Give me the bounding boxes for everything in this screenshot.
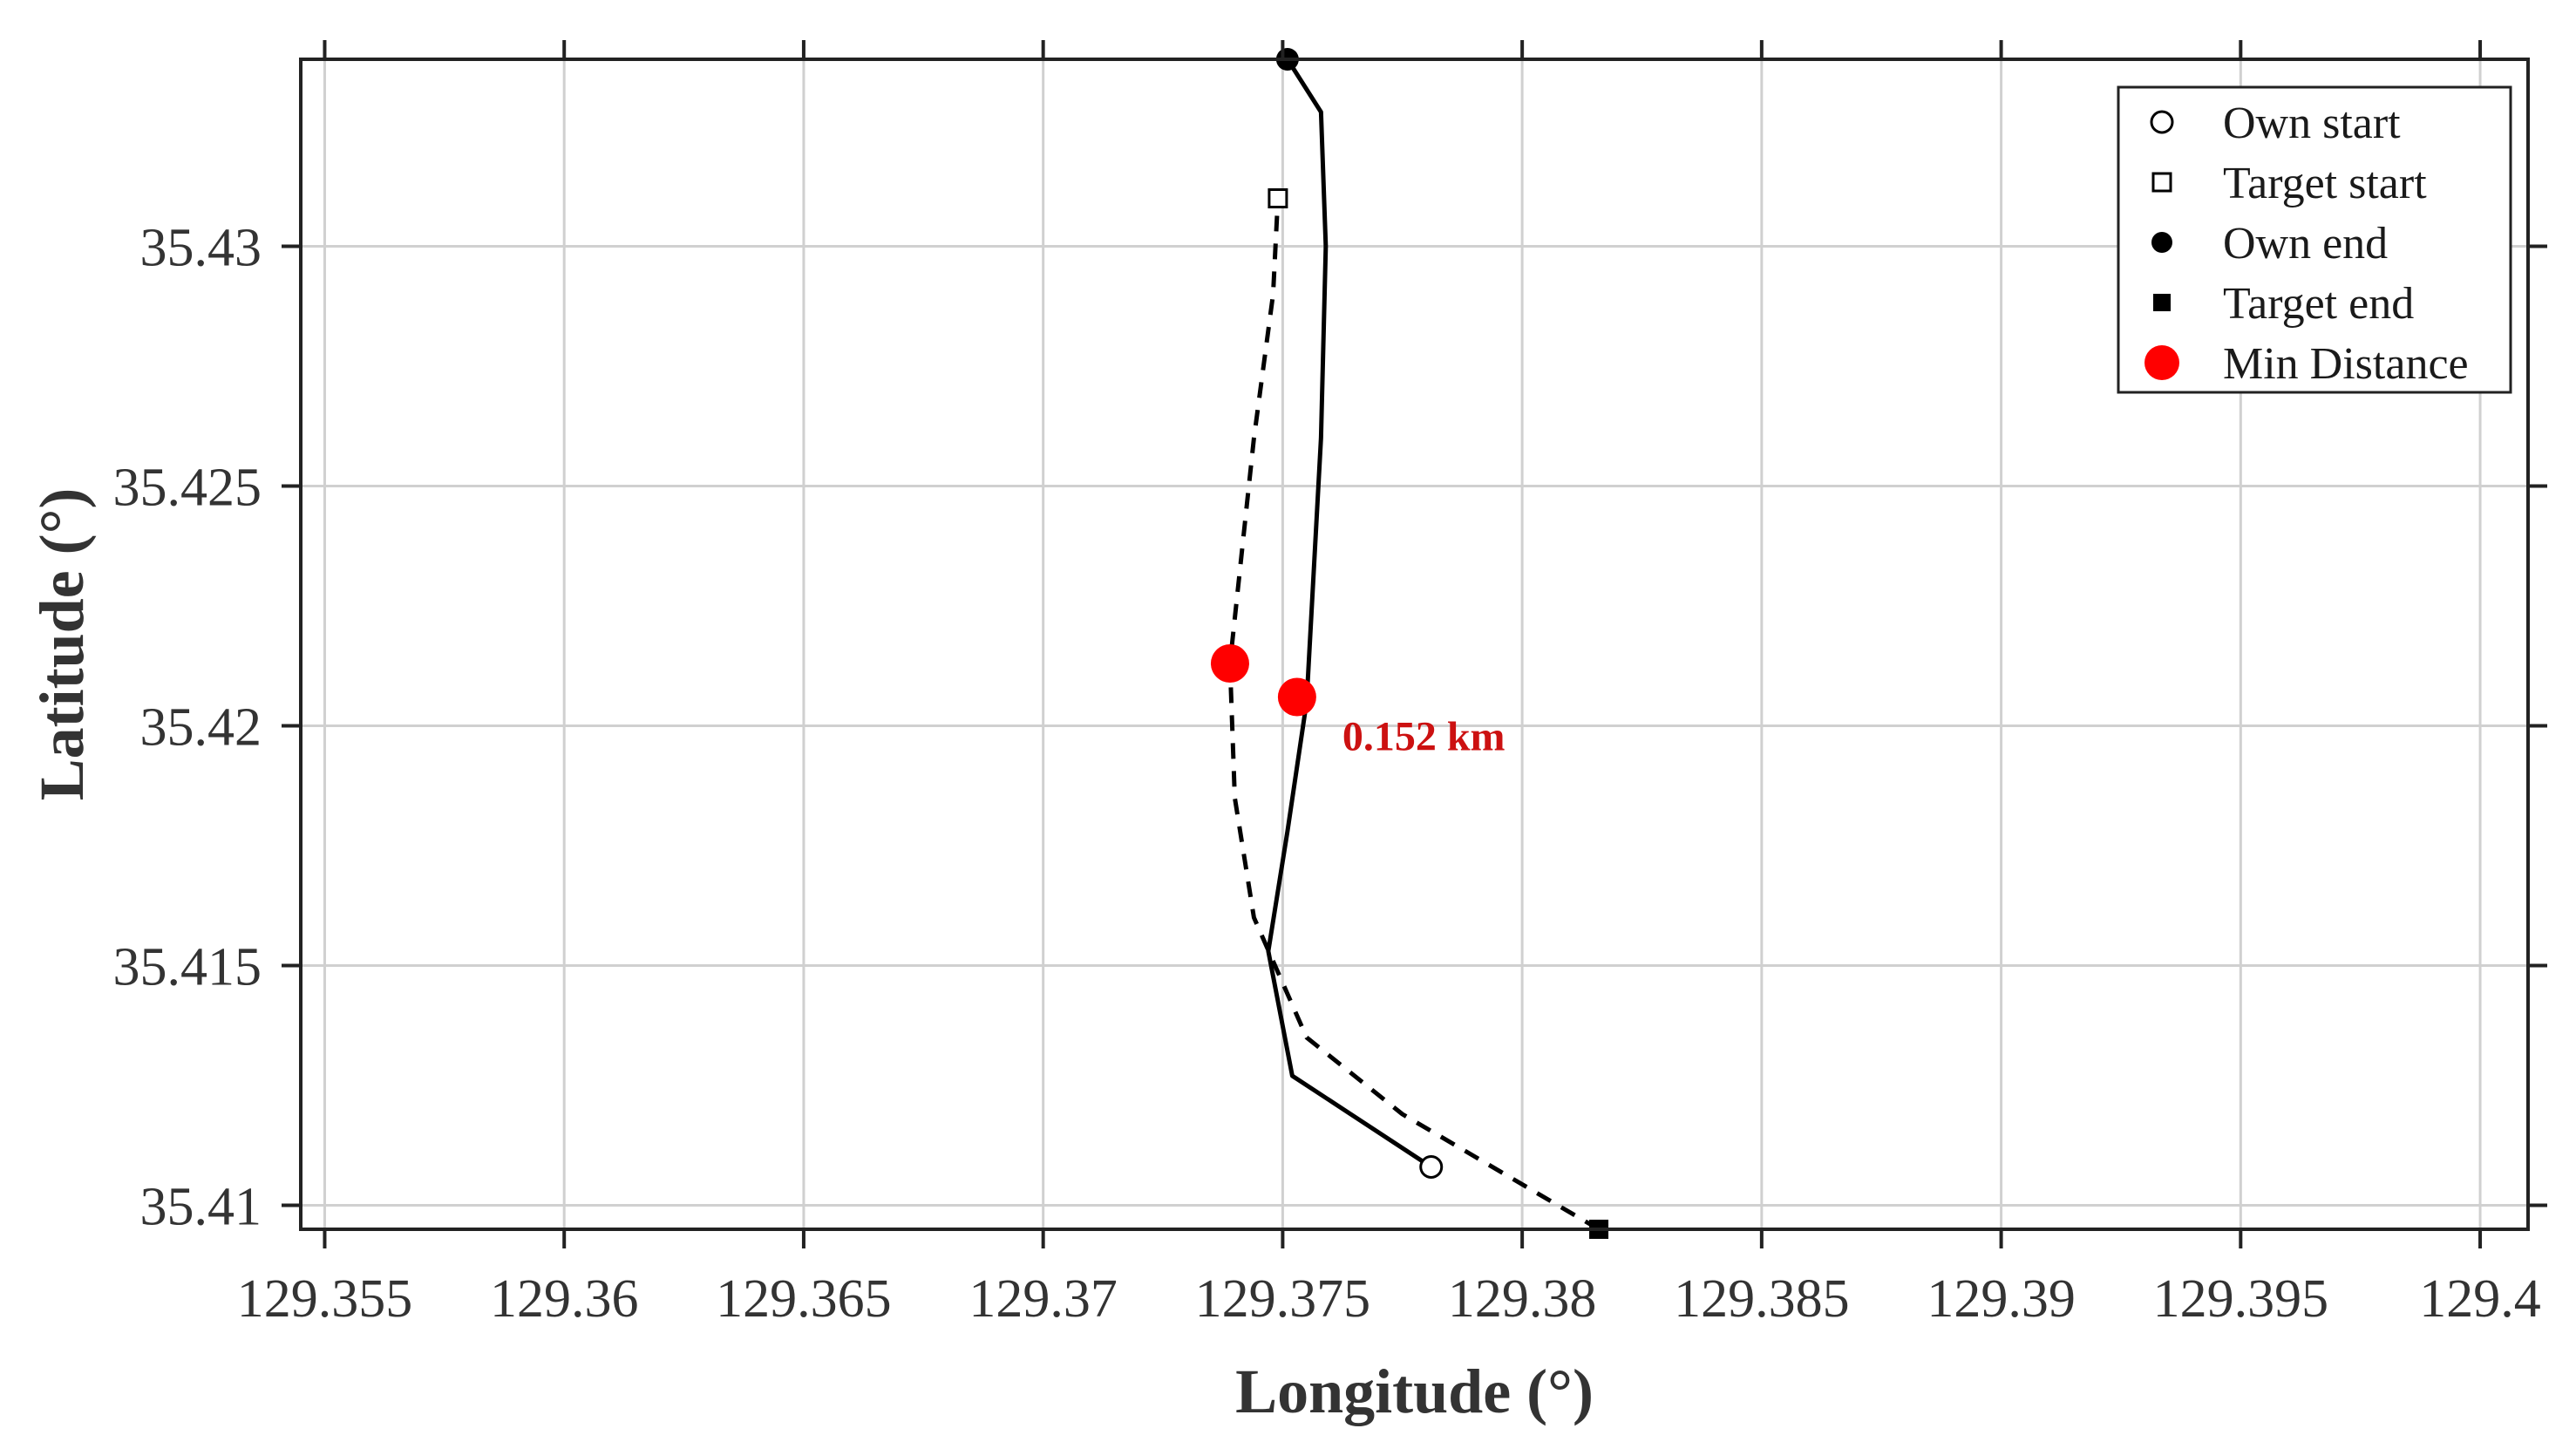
min-distance-annotation: 0.152 km	[1342, 714, 1505, 760]
legend-label: Min Distance	[2223, 339, 2469, 389]
legend-target-end-marker	[2153, 294, 2171, 311]
x-tick-label: 129.4	[2419, 1269, 2541, 1329]
legend-label: Target start	[2223, 159, 2427, 208]
y-axis-label: Latitude (°)	[27, 488, 97, 801]
legend-item: Own start	[2150, 99, 2401, 148]
legend-label: Target end	[2223, 279, 2414, 329]
x-tick-label: 129.385	[1674, 1269, 1850, 1329]
y-tick-labels: 35.41 35.415 35.42 35.425 35.43	[113, 219, 262, 1237]
target-start-marker	[1268, 188, 1288, 208]
x-tick-label: 129.36	[490, 1269, 639, 1329]
y-tick-label: 35.425	[113, 459, 262, 518]
y-tick-label: 35.41	[140, 1178, 262, 1237]
marker-layer	[1210, 48, 1609, 1239]
x-tick-label: 129.39	[1927, 1269, 2076, 1329]
x-tick-label: 129.395	[2153, 1269, 2329, 1329]
y-tick-label: 35.42	[140, 698, 262, 758]
x-tick-label: 129.37	[969, 1269, 1118, 1329]
min-distance-marker	[1277, 677, 1316, 717]
legend-min-distance-marker	[2144, 345, 2179, 380]
x-axis-label: Longitude (°)	[1235, 1357, 1594, 1426]
x-tick-label: 129.365	[716, 1269, 892, 1329]
legend-box	[2117, 85, 2512, 394]
series-layer	[1227, 58, 1601, 1232]
plot-frame	[299, 58, 2530, 1231]
x-tick-label: 129.38	[1448, 1269, 1597, 1329]
target-track-line	[1227, 198, 1601, 1232]
legend-item: Own end	[2151, 219, 2388, 269]
legend-own-start-marker	[2150, 110, 2174, 134]
x-tick-label: 129.355	[237, 1269, 413, 1329]
grid	[301, 59, 2528, 1229]
legend-item: Target end	[2153, 279, 2414, 329]
legend-own-end-marker	[2151, 232, 2172, 253]
legend-target-start-marker	[2151, 172, 2172, 193]
legend-label: Own end	[2223, 219, 2388, 269]
own-start-marker	[1419, 1155, 1444, 1179]
own-track-line	[1266, 58, 1433, 1169]
legend-item: Min Distance	[2144, 339, 2469, 389]
legend: Own start Target start Own end Target end Mi…	[2117, 85, 2512, 394]
y-tick-label: 35.43	[140, 219, 262, 278]
legend-item: Target start	[2151, 159, 2427, 208]
x-tick-label: 129.375	[1195, 1269, 1371, 1329]
y-tick-label: 35.415	[113, 938, 262, 997]
x-tick-labels: 129.355 129.36 129.365 129.37 129.375 129.38 1…	[237, 1269, 2541, 1329]
legend-label: Own start	[2223, 99, 2401, 148]
tick-marks	[282, 40, 2547, 1248]
min-distance-marker	[1210, 644, 1249, 683]
